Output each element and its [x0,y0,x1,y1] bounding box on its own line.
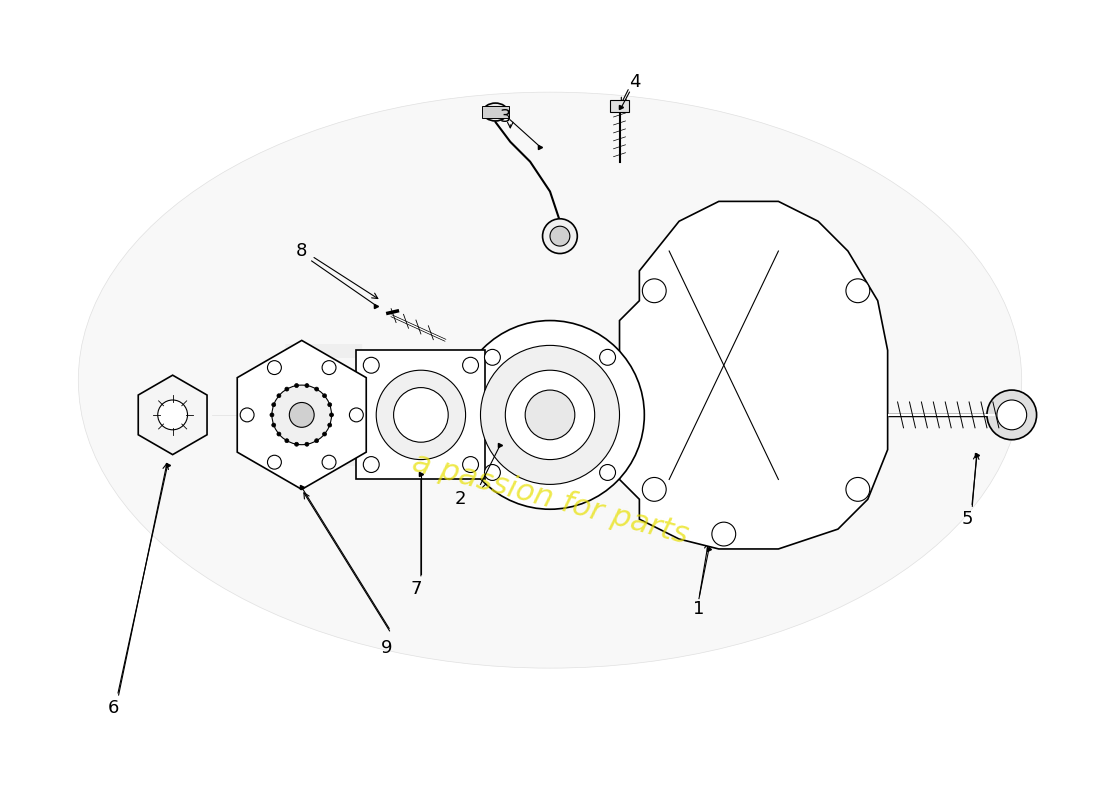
Text: 8: 8 [296,242,307,260]
Circle shape [642,478,667,502]
Bar [609,100,629,112]
Circle shape [305,442,309,446]
Circle shape [330,413,333,417]
Circle shape [484,350,500,366]
Circle shape [642,279,667,302]
Text: 1: 1 [693,599,705,618]
Circle shape [315,387,319,391]
Ellipse shape [542,218,578,254]
Circle shape [600,350,616,366]
Ellipse shape [455,321,645,510]
Ellipse shape [481,346,619,485]
Circle shape [846,478,870,502]
Ellipse shape [525,390,575,440]
Ellipse shape [483,103,508,121]
Circle shape [463,457,478,473]
Circle shape [600,465,616,481]
Circle shape [328,423,332,427]
Circle shape [463,358,478,373]
Circle shape [322,455,335,469]
Ellipse shape [157,400,187,430]
Circle shape [363,457,379,473]
Circle shape [315,438,319,442]
Ellipse shape [997,400,1026,430]
Text: 7: 7 [410,580,421,598]
Circle shape [267,361,282,374]
Circle shape [846,279,870,302]
Ellipse shape [289,402,315,427]
Circle shape [285,438,289,442]
Text: a passion for parts: a passion for parts [409,449,691,550]
Text: 2: 2 [455,490,466,508]
Circle shape [350,408,363,422]
Text: 9: 9 [381,639,392,658]
Polygon shape [139,375,207,454]
Text: 5: 5 [961,510,972,528]
Circle shape [363,358,379,373]
Ellipse shape [376,370,465,459]
Circle shape [322,432,327,436]
Polygon shape [619,202,888,549]
Text: 3: 3 [499,108,512,126]
Text: E: E [270,338,374,502]
Circle shape [712,522,736,546]
Ellipse shape [394,387,448,442]
Circle shape [285,387,289,391]
Circle shape [277,432,280,436]
Circle shape [272,423,276,427]
Ellipse shape [550,226,570,246]
Bar [483,106,509,118]
Ellipse shape [505,370,595,459]
Circle shape [322,394,327,398]
Ellipse shape [272,385,331,445]
Polygon shape [356,350,485,479]
Circle shape [277,394,280,398]
Circle shape [328,402,332,406]
Circle shape [240,408,254,422]
Text: 4: 4 [629,74,640,91]
Text: 6: 6 [108,699,119,717]
Circle shape [267,455,282,469]
Circle shape [270,413,274,417]
Circle shape [295,442,298,446]
Ellipse shape [987,390,1036,440]
Circle shape [295,383,298,387]
Circle shape [305,383,309,387]
Polygon shape [238,341,366,490]
Ellipse shape [78,92,1022,668]
Circle shape [484,465,500,481]
Circle shape [322,361,335,374]
Circle shape [272,402,276,406]
Text: S: S [626,338,732,502]
